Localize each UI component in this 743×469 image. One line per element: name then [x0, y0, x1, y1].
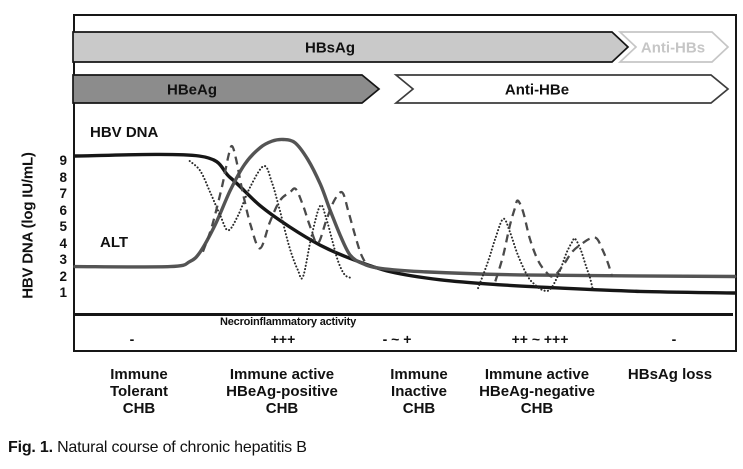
curve-alt-seg0	[73, 137, 737, 279]
chart-frame	[73, 14, 737, 352]
phase-label-4: HBsAg loss	[627, 366, 713, 383]
alt-curve-label: ALT	[100, 234, 129, 251]
figure-caption: Fig. 1. Natural course of chronic hepati…	[8, 439, 307, 457]
activity-level-1: +++	[270, 331, 296, 347]
phase-label-1: Immune active HBeAg-positive CHB	[226, 366, 338, 417]
y-tick-5: 5	[59, 219, 67, 234]
y-tick-4: 4	[59, 235, 67, 251]
activity-level-0: -	[129, 331, 135, 347]
figure-caption-text: Natural course of chronic hepatitis B	[52, 439, 307, 456]
y-tick-3: 3	[59, 252, 67, 267]
curve-fluctuating-course-dashed--seg1	[494, 199, 614, 282]
y-tick-6: 6	[59, 202, 67, 218]
necroinflammatory-activity-title: Necroinflammatory activity	[219, 316, 357, 328]
hbeag-arrow	[72, 74, 381, 104]
hbeag-arrow-label: HBeAg	[167, 82, 217, 99]
curve-fluctuating-course-dotted--seg0	[188, 160, 354, 280]
y-tick-9: 9	[59, 153, 67, 168]
y-tick-1: 1	[59, 285, 67, 300]
anti-hbe-arrow-label: Anti-HBe	[505, 82, 569, 99]
hbsag-arrow-label: HBsAg	[305, 40, 355, 57]
phase-label-2: Immune Inactive CHB	[390, 366, 448, 417]
activity-level-2: - ~ +	[382, 331, 412, 347]
hbv-dna-curve-label: HBV DNA	[90, 124, 159, 141]
activity-level-4: -	[671, 331, 677, 347]
hbsag-arrow	[72, 31, 630, 63]
anti-hbs-arrow-label: Anti-HBs	[641, 40, 705, 57]
phase-label-3: Immune active HBeAg-negative CHB	[479, 366, 595, 417]
activity-level-3: ++ ~ +++	[511, 331, 569, 347]
y-tick-7: 7	[59, 186, 67, 201]
anti-hbs-arrow	[617, 31, 730, 63]
activity-separator-line	[74, 313, 733, 316]
curve-fluctuating-course-dashed--seg0	[201, 144, 366, 263]
curve-fluctuating-course-dotted--seg1	[477, 217, 594, 293]
figure-caption-number: Fig. 1.	[8, 439, 53, 456]
phase-label-0: Immune Tolerant CHB	[109, 366, 169, 417]
anti-hbe-arrow	[393, 74, 730, 104]
y-tick-8: 8	[59, 169, 67, 185]
y-tick-2: 2	[59, 268, 67, 284]
